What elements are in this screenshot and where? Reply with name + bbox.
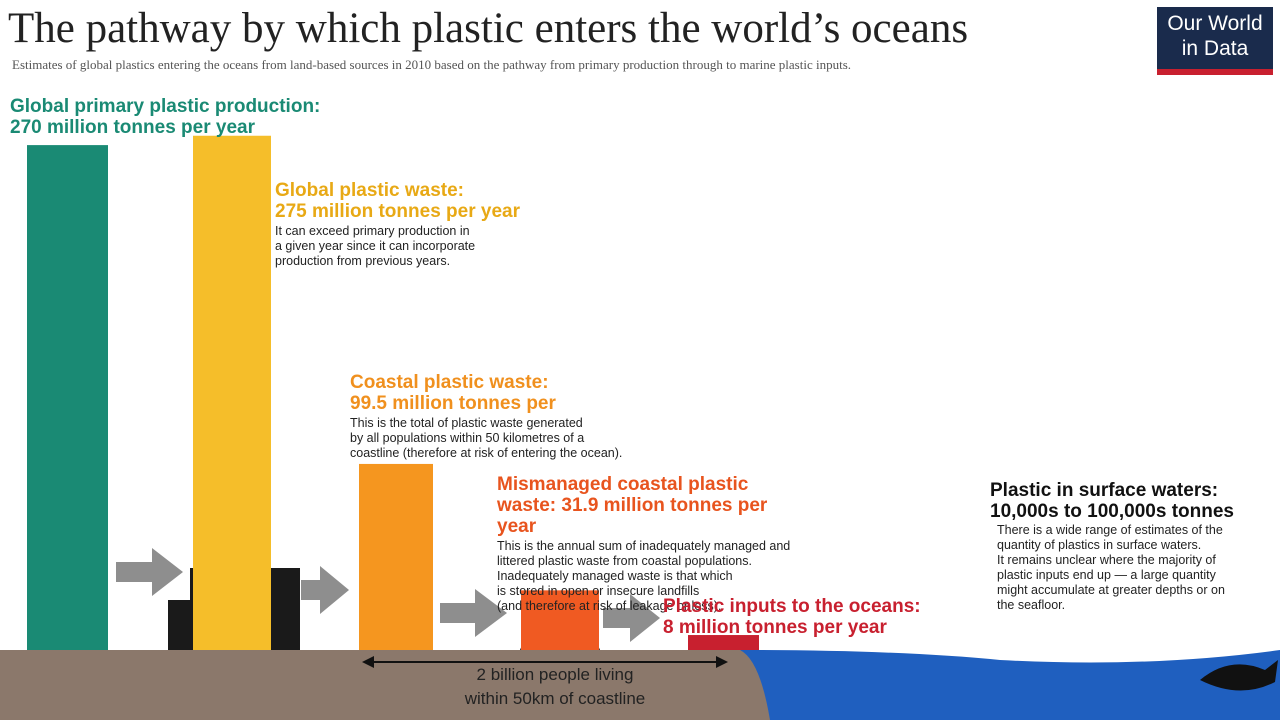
bar-heading: Coastal plastic waste: 99.5 million tonne… — [350, 372, 680, 414]
ground — [0, 650, 770, 720]
description-line: (and therefore at risk of leakage or los… — [497, 599, 722, 613]
value-label: 270 million tonnes per year — [10, 117, 255, 138]
logo-line: Our World — [1167, 12, 1263, 35]
bar — [27, 145, 108, 650]
value-label: 31.9 million tonnes per year — [497, 495, 768, 537]
category-label: Plastic inputs to the oceans: — [663, 596, 921, 617]
description-line: is stored in open or insecure landfills — [497, 584, 700, 598]
category-label: Coastal plastic waste: — [350, 372, 549, 393]
description-line: It can exceed primary production in — [275, 224, 470, 238]
description-line: Inadequately managed waste is that which — [497, 569, 733, 583]
surface-description: There is a wide range of estimates of th… — [997, 523, 1234, 613]
arrows — [116, 548, 660, 642]
description-line: the seafloor. — [997, 598, 1066, 612]
bar-description: This is the annual sum of inadequately m… — [497, 539, 867, 614]
description-line: might accumulate at greater depths or on — [997, 583, 1225, 597]
ocean — [740, 650, 1280, 720]
bar — [521, 590, 599, 650]
bar-heading: Mismanaged coastal plastic waste: 31.9 m… — [497, 474, 797, 537]
coastline-note: 2 billion people living — [476, 665, 634, 684]
description-line: This is the annual sum of inadequately m… — [497, 539, 791, 553]
value-label: 99.5 million tonnes per — [350, 393, 556, 414]
coastline-arrow — [362, 656, 728, 668]
title: The pathway by which plastic enters the … — [8, 5, 969, 52]
description-line: production from previous years. — [275, 254, 451, 268]
bar-heading: Global plastic waste: 275 million tonnes … — [275, 180, 575, 222]
bar-description: It can exceed primary production in a giv… — [275, 224, 575, 269]
bar-heading: Plastic inputs to the oceans: 8 million t… — [663, 596, 983, 638]
value-label: 275 million tonnes per year — [275, 201, 520, 222]
bar — [359, 463, 433, 650]
surface-heading: 10,000s to 100,000s tonnes — [990, 501, 1234, 522]
bar-annotation: Global plastic waste: 275 million tonnes … — [275, 180, 575, 269]
coastline-note: within 50km of coastline — [464, 689, 646, 708]
description-line: coastline (therefore at risk of entering… — [350, 446, 623, 460]
description-line: quantity of plastics in surface waters. — [997, 538, 1202, 552]
bar — [193, 135, 271, 650]
category-label: Global plastic waste: — [275, 180, 464, 201]
surface-annotation: Plastic in surface waters: 10,000s to 10… — [990, 480, 1234, 613]
bar-annotation: Plastic inputs to the oceans: 8 million t… — [663, 596, 983, 638]
description-line: plastic inputs end up — a large quantity — [997, 568, 1216, 582]
description-line: a given year since it can incorporate — [275, 239, 476, 253]
description-line: It remains unclear where the majority of — [997, 553, 1216, 567]
surface-heading: Plastic in surface waters: — [990, 480, 1219, 501]
description-line: littered plastic waste from coastal popu… — [497, 554, 752, 568]
bar-annotation: Coastal plastic waste: 99.5 million tonne… — [350, 372, 680, 461]
bar-annotation: Mismanaged coastal plastic waste: 31.9 m… — [497, 474, 867, 614]
bar-heading: Global primary plastic production: 270 mi… — [10, 96, 410, 138]
category-label: Global primary plastic production: — [10, 96, 321, 117]
description-line: This is the total of plastic waste gener… — [350, 416, 583, 430]
description-line: by all populations within 50 kilometres … — [350, 431, 585, 445]
subtitle: Estimates of global plastics entering th… — [12, 57, 852, 72]
value-label: 8 million tonnes per year — [663, 617, 887, 638]
bar-description: This is the total of plastic waste gener… — [350, 416, 680, 461]
description-line: There is a wide range of estimates of th… — [997, 523, 1223, 537]
category-label: Mismanaged coastal plastic waste: — [497, 474, 749, 516]
bar-annotation: Global primary plastic production: 270 mi… — [10, 96, 410, 138]
logo-line: in Data — [1181, 37, 1249, 60]
whale — [1200, 660, 1278, 691]
logo: Our World in Data — [1157, 7, 1273, 75]
bar — [688, 635, 759, 650]
